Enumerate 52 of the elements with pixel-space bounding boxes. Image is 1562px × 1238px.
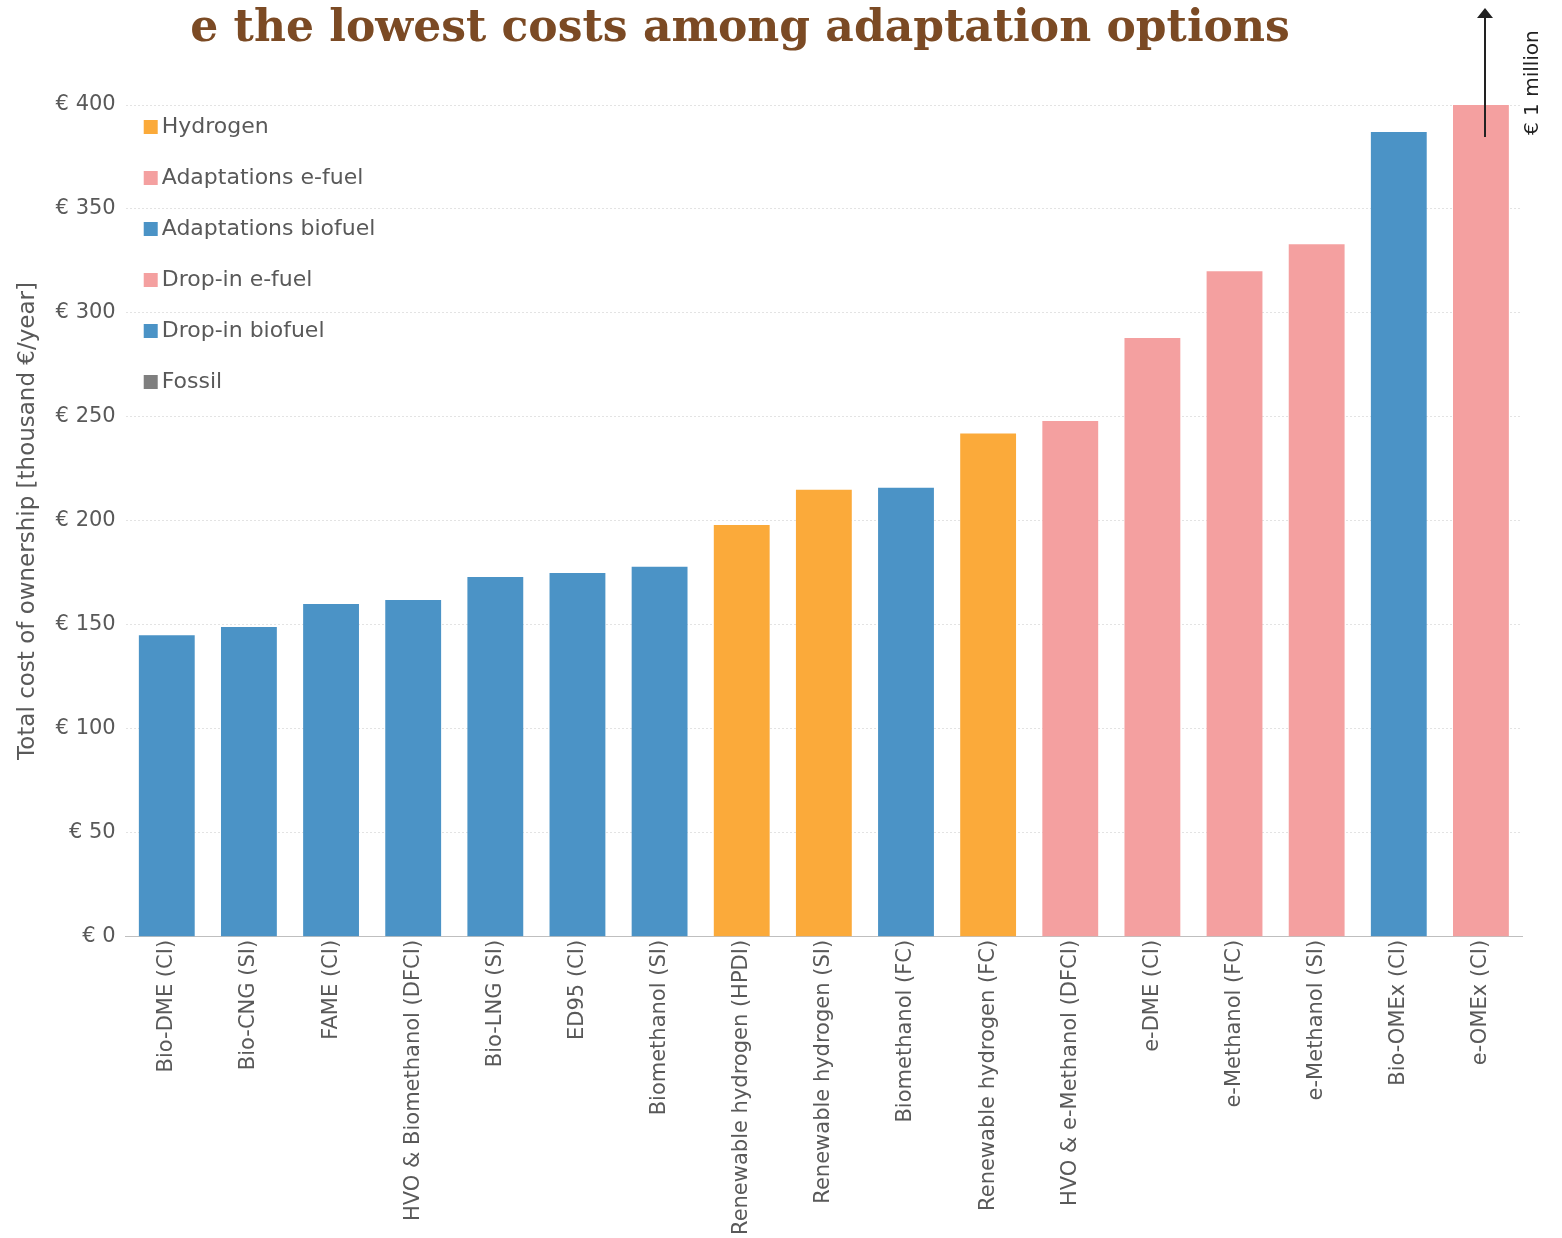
- bar: [878, 487, 934, 937]
- y-tick-label: € 150: [55, 611, 116, 636]
- legend-label: Hydrogen: [161, 112, 269, 138]
- x-tick-label: Bio-CNG (SI): [235, 939, 260, 1071]
- y-tick-label: € 200: [55, 507, 116, 532]
- y-tick-label: € 400: [55, 91, 116, 116]
- y-tick-label: € 250: [55, 403, 116, 428]
- legend-label: Fossil: [161, 367, 223, 393]
- y-tick-label: € 100: [55, 715, 116, 740]
- y-tick-label: € 350: [55, 195, 116, 220]
- bar: [220, 627, 277, 937]
- x-tick-label: HVO & e-Methanol (DFCI): [1056, 939, 1081, 1207]
- bar: [303, 604, 359, 937]
- legend-label: Drop-in biofuel: [161, 316, 325, 342]
- x-tick-label: HVO & Biomethanol (DFCI): [399, 939, 424, 1221]
- bar: [385, 599, 442, 937]
- x-tick-label: e-DME (CI): [1138, 939, 1163, 1052]
- bar: [960, 433, 1017, 937]
- bar: [1124, 337, 1181, 937]
- y-tick-label: € 300: [55, 299, 116, 324]
- x-tick-label: ED95 (CI): [563, 939, 588, 1040]
- x-tick-label: Biomethanol (SI): [646, 939, 671, 1116]
- x-tick-label: Biomethanol (FC): [892, 939, 917, 1123]
- x-tick-label: Bio-DME (CI): [153, 939, 178, 1073]
- annotation: € 1 million: [1519, 30, 1544, 135]
- bar: [631, 566, 688, 937]
- bar: [1288, 244, 1345, 937]
- legend-label: Adaptations biofuel: [161, 214, 376, 240]
- x-tick-label: Bio-LNG (SI): [481, 939, 506, 1068]
- bar: [467, 577, 524, 937]
- x-tick-label: e-Methanol (SI): [1303, 939, 1328, 1101]
- chart-title: e the lowest costs among adaptation options: [189, 0, 1291, 51]
- bar: [713, 525, 770, 937]
- bar: [1453, 105, 1509, 937]
- x-tick-label: e-Methanol (FC): [1220, 939, 1245, 1108]
- bar: [1370, 132, 1427, 937]
- x-tick-label: e-OMEx (CI): [1467, 939, 1492, 1066]
- x-tick-label: FAME (CI): [317, 939, 342, 1040]
- bar: [138, 635, 195, 937]
- legend-label: Adaptations e-fuel: [161, 163, 364, 189]
- x-tick-label: Bio-OMEx (CI): [1385, 939, 1410, 1086]
- y-axis-title: Total cost of ownership [thousand €/year]: [12, 281, 39, 761]
- bar: [549, 572, 606, 937]
- bar: [795, 489, 852, 937]
- bar: [1206, 271, 1263, 937]
- legend-label: Drop-in e-fuel: [161, 265, 313, 291]
- x-tick-label: Renewable hydrogen (SI): [810, 939, 835, 1204]
- y-tick-label: € 50: [68, 819, 116, 844]
- x-tick-label: Renewable hydrogen (HPDI): [728, 939, 753, 1236]
- bar: [1042, 421, 1099, 937]
- x-tick-label: Renewable hydrogen (FC): [974, 939, 999, 1211]
- y-tick-label: € 0: [82, 923, 116, 948]
